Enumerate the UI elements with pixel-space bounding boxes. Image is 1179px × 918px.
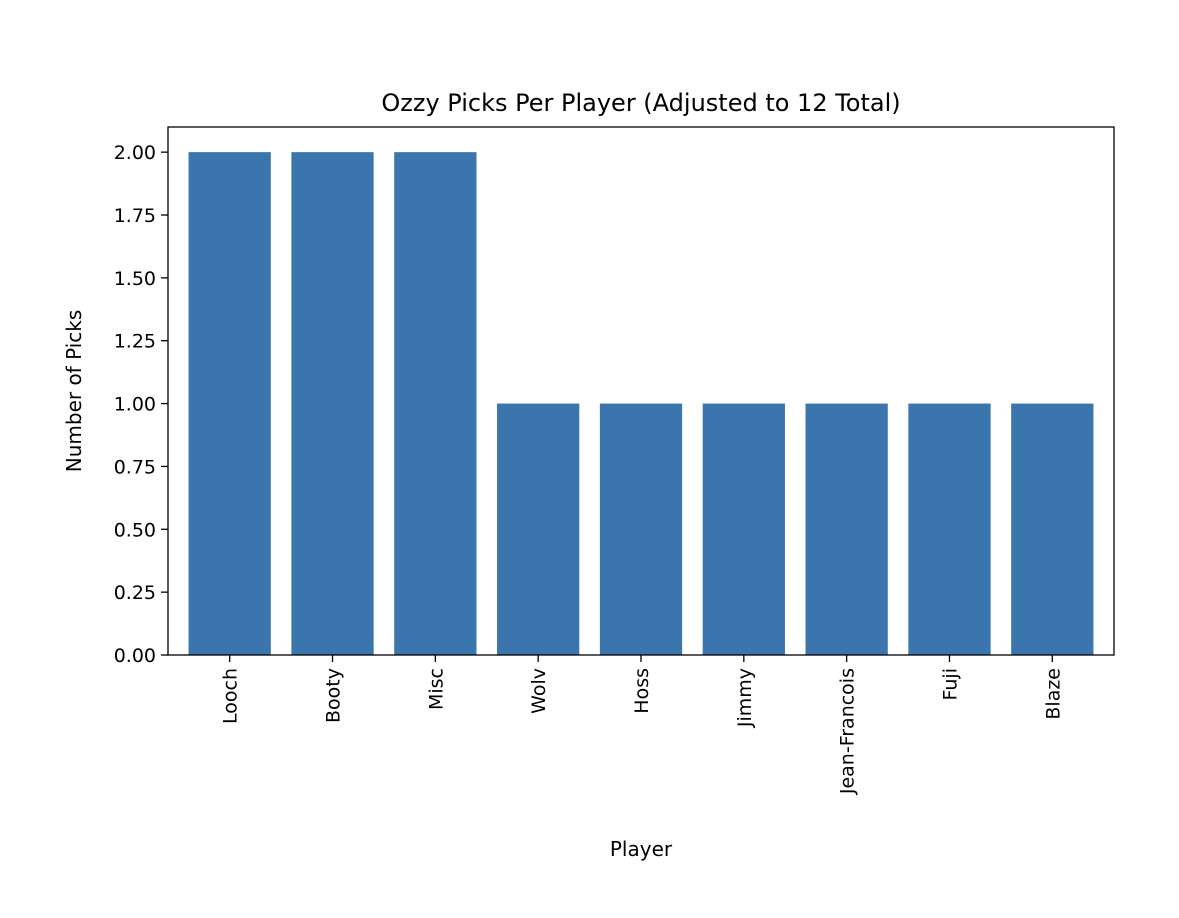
bars-group [188, 152, 1094, 655]
x-tick-label: Blaze [1042, 668, 1064, 720]
x-tick-label: Booty [323, 668, 345, 723]
x-tick-label: Looch [220, 668, 242, 724]
y-tick-label: 2.00 [114, 142, 156, 164]
x-tick-label: Wolv [528, 668, 550, 714]
bar-fuji [908, 403, 991, 655]
bar-wolv [497, 403, 580, 655]
y-tick-label: 0.50 [114, 519, 156, 541]
x-tick-label: Jimmy [734, 668, 756, 728]
x-axis-label: Player [610, 837, 673, 861]
y-axis-label: Number of Picks [62, 310, 86, 473]
y-tick-label: 0.75 [114, 456, 156, 478]
bar-blaze [1011, 403, 1094, 655]
y-tick-label: 1.75 [114, 205, 156, 227]
bar-misc [394, 152, 477, 655]
bar-jimmy [702, 403, 785, 655]
x-tick-label: Jean-Francois [837, 668, 859, 795]
y-tick-label: 1.00 [114, 394, 156, 416]
x-tick-label: Hoss [631, 668, 653, 714]
y-tick-label: 1.25 [114, 331, 156, 353]
x-axis: Looch Booty Misc Wolv Hoss Jimmy Jean-Francois… [220, 655, 1064, 795]
x-tick-label: Fuji [939, 668, 961, 701]
bar-looch [188, 152, 271, 655]
chart-title: Ozzy Picks Per Player (Adjusted to 12 To… [381, 89, 900, 117]
y-tick-label: 0.25 [114, 582, 156, 604]
x-tick-label: Misc [425, 668, 447, 710]
bar-hoss [599, 403, 683, 655]
bar-jean-francois [805, 403, 888, 655]
y-tick-label: 1.50 [114, 268, 156, 290]
y-tick-label: 0.00 [114, 645, 156, 667]
plot-frame [167, 126, 1115, 656]
bar-booty [291, 152, 374, 655]
y-axis: 0.00 0.25 0.50 0.75 1.00 1.25 1.50 1.75 2.00 [114, 142, 168, 667]
